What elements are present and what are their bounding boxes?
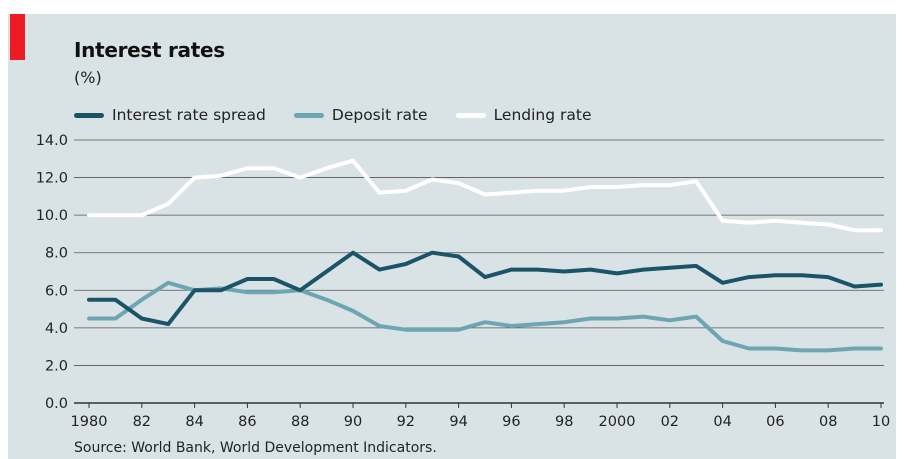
y-tick-label: 4.0 xyxy=(45,321,68,337)
legend-label-spread: Interest rate spread xyxy=(112,106,266,124)
x-tick-label: 96 xyxy=(502,414,520,430)
x-tick-label: 92 xyxy=(397,414,415,430)
legend-label-lending: Lending rate xyxy=(493,106,592,124)
x-tick-label: 88 xyxy=(291,414,309,430)
chart-title: Interest rates xyxy=(74,38,225,62)
legend-item-lending: Lending rate xyxy=(455,106,592,124)
source-note: Source: World Bank, World Development In… xyxy=(74,440,437,456)
y-tick-label: 2.0 xyxy=(45,358,68,374)
x-tick-label: 10 xyxy=(872,414,890,430)
y-tick-label: 12.0 xyxy=(36,171,68,187)
legend-swatch-lending xyxy=(455,112,486,118)
legend-swatch-spread xyxy=(74,112,104,118)
legend-item-spread: Interest rate spread xyxy=(74,106,266,124)
x-tick-label: 98 xyxy=(555,414,573,430)
x-tick-label: 04 xyxy=(713,414,731,430)
y-tick-label: 14.0 xyxy=(36,133,68,149)
x-tick-label: 90 xyxy=(344,414,362,430)
x-tick-label: 08 xyxy=(819,414,837,430)
x-tick-label: 2000 xyxy=(599,414,636,430)
x-tick-label: 84 xyxy=(185,414,203,430)
x-tick-label: 86 xyxy=(238,414,256,430)
brand-accent-tab xyxy=(10,14,25,60)
legend-label-deposit: Deposit rate xyxy=(331,106,428,124)
x-tick-label: 82 xyxy=(133,414,151,430)
y-tick-label: 0.0 xyxy=(45,396,68,412)
x-tick-label: 94 xyxy=(449,414,467,430)
legend: Interest rate spread Deposit rate Lendin… xyxy=(74,106,620,124)
legend-item-deposit: Deposit rate xyxy=(293,106,428,124)
chart-unit-label: (%) xyxy=(74,68,102,87)
series-line-interest-rate-spread xyxy=(87,250,883,327)
chart-panel xyxy=(8,14,896,459)
series-line-lending-rate xyxy=(87,158,883,233)
x-tick-label: 06 xyxy=(766,414,784,430)
y-tick-label: 10.0 xyxy=(36,208,68,224)
y-tick-label: 8.0 xyxy=(45,246,68,262)
y-tick-label: 6.0 xyxy=(45,283,68,299)
x-tick-label: 02 xyxy=(661,414,679,430)
series-line-deposit-rate xyxy=(87,280,883,353)
legend-swatch-deposit xyxy=(293,112,324,118)
x-tick-label: 1980 xyxy=(71,414,108,430)
